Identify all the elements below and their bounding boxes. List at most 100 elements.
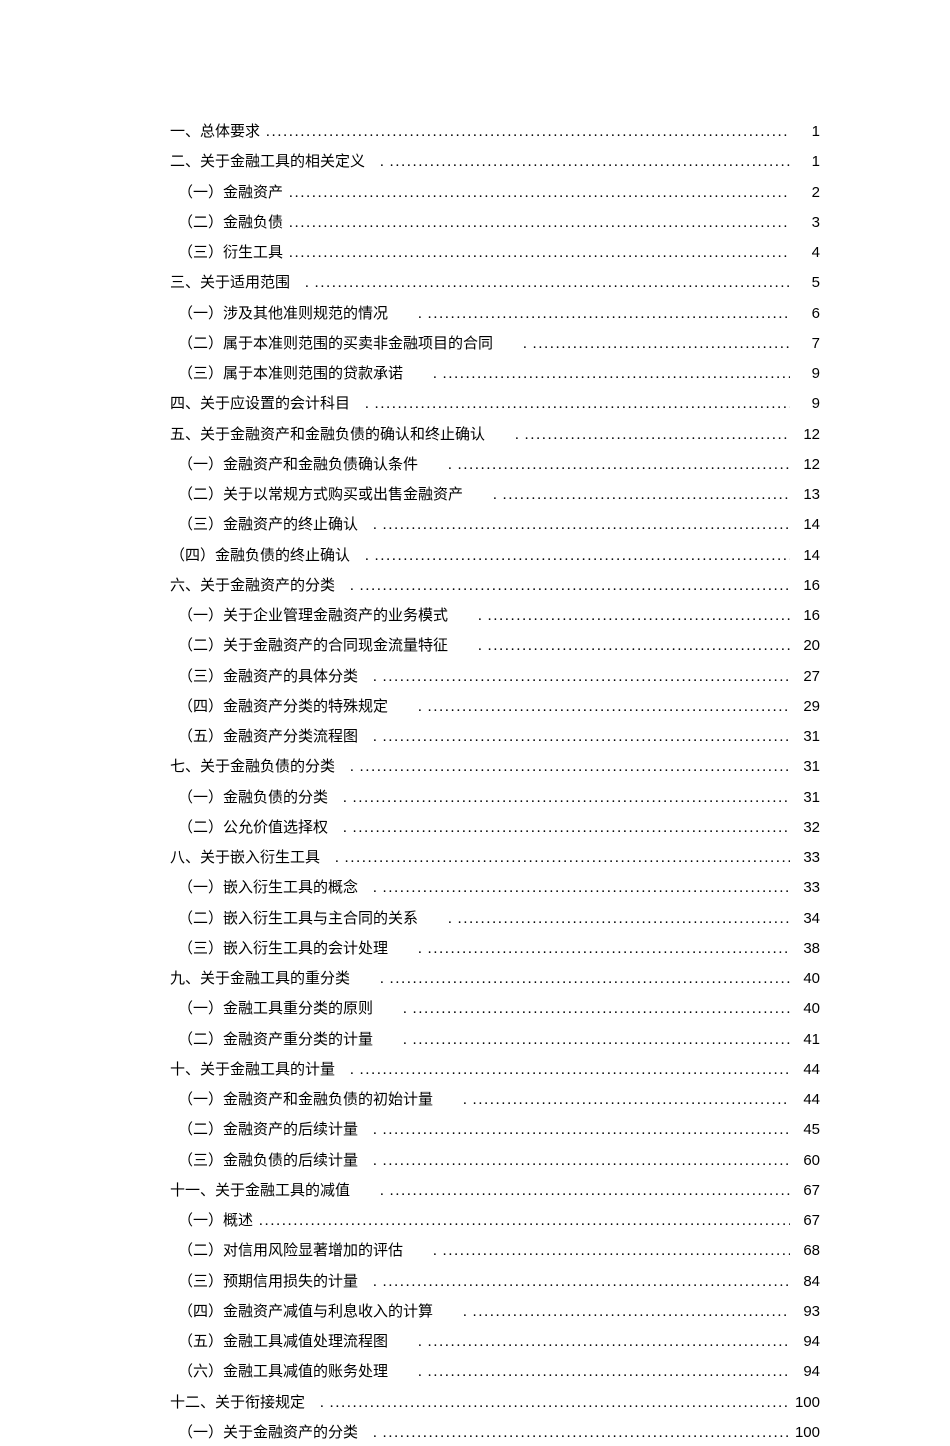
toc-entry-page: 94 xyxy=(790,1330,820,1355)
toc-entry: （一）嵌入衍生工具的概念 ...........................… xyxy=(170,876,820,901)
toc-entry-title: 六、关于金融资产的分类 . xyxy=(170,574,354,599)
toc-entry: 六、关于金融资产的分类 ............................… xyxy=(170,574,820,599)
toc-entry-title: （四）金融资产减值与利息收入的计算 . xyxy=(178,1300,467,1325)
toc-leader-dots: ........................................… xyxy=(497,483,790,508)
toc-leader-dots: ........................................… xyxy=(482,634,790,659)
toc-entry: （二）公允价值选择权 .............................… xyxy=(170,816,820,841)
toc-entry-title: （二）金融负债 xyxy=(178,211,283,236)
toc-entry-title: （三）金融资产的具体分类 . xyxy=(178,665,377,690)
toc-entry: （一）金融工具重分类的原则 ..........................… xyxy=(170,997,820,1022)
toc-leader-dots: ........................................… xyxy=(283,181,790,206)
toc-entry-title: 十二、关于衔接规定 . xyxy=(170,1391,324,1416)
toc-entry-page: 67 xyxy=(790,1209,820,1234)
toc-leader-dots: ........................................… xyxy=(369,544,790,569)
toc-leader-dots: ........................................… xyxy=(422,695,790,720)
toc-entry: （二）金融负债.................................… xyxy=(170,211,820,236)
toc-entry-page: 100 xyxy=(790,1391,820,1416)
toc-entry-page: 20 xyxy=(790,634,820,659)
toc-entry-title: （二）关于以常规方式购买或出售金融资产 . xyxy=(178,483,497,508)
toc-entry-title: （二）金融资产重分类的计量 . xyxy=(178,1028,407,1053)
toc-entry-title: 一、总体要求 xyxy=(170,120,260,145)
toc-entry-title: （一）涉及其他准则规范的情况 . xyxy=(178,302,422,327)
toc-entry-page: 33 xyxy=(790,846,820,871)
toc-entry-page: 40 xyxy=(790,997,820,1022)
toc-leader-dots: ........................................… xyxy=(527,332,790,357)
toc-entry-title: （一）概述 xyxy=(178,1209,253,1234)
toc-entry-page: 9 xyxy=(790,362,820,387)
toc-entry-page: 2 xyxy=(790,181,820,206)
toc-entry: （四）金融资产分类的特殊规定 .........................… xyxy=(170,695,820,720)
toc-entry-title: （三）金融资产的终止确认 . xyxy=(178,513,377,538)
toc-leader-dots: ........................................… xyxy=(422,302,790,327)
toc-leader-dots: ........................................… xyxy=(437,1239,790,1264)
toc-entry: （二）嵌入衍生工具与主合同的关系 .......................… xyxy=(170,907,820,932)
toc-entry: （三）金融资产的具体分类 ...........................… xyxy=(170,665,820,690)
toc-entry-page: 94 xyxy=(790,1360,820,1385)
toc-entry-page: 16 xyxy=(790,574,820,599)
toc-entry-title: 五、关于金融资产和金融负债的确认和终止确认 . xyxy=(170,423,519,448)
toc-entry-title: （四）金融负债的终止确认 . xyxy=(170,544,369,569)
toc-entry-title: （二）金融资产的后续计量 . xyxy=(178,1118,377,1143)
toc-leader-dots: ........................................… xyxy=(407,997,790,1022)
toc-leader-dots: ........................................… xyxy=(377,876,790,901)
toc-leader-dots: ........................................… xyxy=(384,150,790,175)
toc-entry-page: 40 xyxy=(790,967,820,992)
toc-entry: 二、关于金融工具的相关定义 ..........................… xyxy=(170,150,820,175)
toc-entry-title: （二）属于本准则范围的买卖非金融项目的合同 . xyxy=(178,332,527,357)
toc-leader-dots: ........................................… xyxy=(339,846,790,871)
toc-entry: （四）金融资产减值与利息收入的计算 ......................… xyxy=(170,1300,820,1325)
toc-entry: （三）嵌入衍生工具的会计处理 .........................… xyxy=(170,937,820,962)
toc-entry-title: （一）金融负债的分类 . xyxy=(178,786,347,811)
toc-entry-page: 6 xyxy=(790,302,820,327)
toc-entry-page: 100 xyxy=(790,1421,820,1446)
toc-entry-page: 29 xyxy=(790,695,820,720)
toc-leader-dots: ........................................… xyxy=(437,362,790,387)
toc-entry-title: 九、关于金融工具的重分类 . xyxy=(170,967,384,992)
toc-entry-page: 27 xyxy=(790,665,820,690)
toc-entry-page: 4 xyxy=(790,241,820,266)
toc-entry: （六）金融工具减值的账务处理 .........................… xyxy=(170,1360,820,1385)
toc-entry-page: 68 xyxy=(790,1239,820,1264)
toc-entry-title: （一）金融资产 xyxy=(178,181,283,206)
toc-entry-page: 1 xyxy=(790,120,820,145)
toc-entry-title: （一）关于企业管理金融资产的业务模式 . xyxy=(178,604,482,629)
toc-leader-dots: ........................................… xyxy=(377,665,790,690)
toc-entry: （一）涉及其他准则规范的情况 .........................… xyxy=(170,302,820,327)
toc-entry-title: （二）公允价值选择权 . xyxy=(178,816,347,841)
toc-entry: 五、关于金融资产和金融负债的确认和终止确认 ..................… xyxy=(170,423,820,448)
toc-entry-title: （一）关于金融资产的分类 . xyxy=(178,1421,377,1446)
toc-entry-title: （五）金融工具减值处理流程图 . xyxy=(178,1330,422,1355)
toc-leader-dots: ........................................… xyxy=(422,937,790,962)
toc-entry-page: 31 xyxy=(790,786,820,811)
toc-entry: （二）对信用风险显著增加的评估 ........................… xyxy=(170,1239,820,1264)
toc-entry: 九、关于金融工具的重分类 ...........................… xyxy=(170,967,820,992)
toc-leader-dots: ........................................… xyxy=(519,423,790,448)
toc-entry-title: （一）金融工具重分类的原则 . xyxy=(178,997,407,1022)
toc-entry: （三）金融负债的后续计量 ...........................… xyxy=(170,1149,820,1174)
toc-leader-dots: ........................................… xyxy=(369,392,790,417)
toc-entry: 三、关于适用范围 ...............................… xyxy=(170,271,820,296)
toc-leader-dots: ........................................… xyxy=(347,786,790,811)
toc-entry: 八、关于嵌入衍生工具 .............................… xyxy=(170,846,820,871)
toc-leader-dots: ........................................… xyxy=(422,1330,790,1355)
toc-entry-page: 12 xyxy=(790,423,820,448)
toc-entry-title: （三）预期信用损失的计量 . xyxy=(178,1270,377,1295)
toc-leader-dots: ........................................… xyxy=(384,967,790,992)
toc-leader-dots: ........................................… xyxy=(324,1391,790,1416)
toc-entry: （三）属于本准则范围的贷款承诺 ........................… xyxy=(170,362,820,387)
toc-entry-page: 32 xyxy=(790,816,820,841)
toc-entry: （一）概述...................................… xyxy=(170,1209,820,1234)
toc-entry-title: （三）金融负债的后续计量 . xyxy=(178,1149,377,1174)
toc-leader-dots: ........................................… xyxy=(407,1028,790,1053)
toc-leader-dots: ........................................… xyxy=(377,1270,790,1295)
toc-entry: （五）金融工具减值处理流程图 .........................… xyxy=(170,1330,820,1355)
toc-entry-title: 三、关于适用范围 . xyxy=(170,271,309,296)
toc-entry-page: 1 xyxy=(790,150,820,175)
toc-entry: 十、关于金融工具的计量 ............................… xyxy=(170,1058,820,1083)
toc-leader-dots: ........................................… xyxy=(283,211,790,236)
toc-entry: 四、关于应设置的会计科目 ...........................… xyxy=(170,392,820,417)
toc-leader-dots: ........................................… xyxy=(377,1118,790,1143)
toc-entry: 十一、关于金融工具的减值 ...........................… xyxy=(170,1179,820,1204)
toc-entry: 一、总体要求..................................… xyxy=(170,120,820,145)
toc-entry-title: （三）衍生工具 xyxy=(178,241,283,266)
